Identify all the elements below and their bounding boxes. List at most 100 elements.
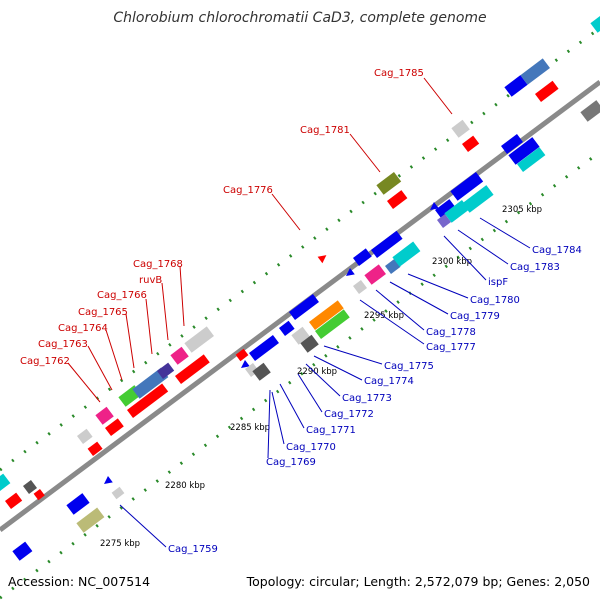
upper-gene-labels: Cag_1762 Cag_1763 Cag_1764 Cag_1765 Cag_… bbox=[20, 68, 424, 367]
leader-line bbox=[323, 345, 383, 365]
upper-gene-block bbox=[104, 418, 124, 436]
upper-gene-block bbox=[461, 135, 480, 152]
gene-label[interactable]: Cag_1768 bbox=[133, 259, 183, 270]
kbp-label: 2275 kbp bbox=[100, 539, 140, 549]
upper-gene-block bbox=[87, 441, 103, 456]
gene-label[interactable]: Cag_1776 bbox=[223, 185, 273, 196]
lower-gene-block bbox=[352, 279, 367, 294]
leader-line bbox=[479, 217, 531, 249]
lower-gene-block bbox=[462, 185, 494, 213]
leader-line bbox=[423, 77, 453, 115]
leader-line bbox=[145, 298, 153, 355]
gene-label[interactable]: Cag_1772 bbox=[324, 409, 374, 420]
gene-label[interactable]: Cag_1774 bbox=[364, 376, 414, 387]
leader-line bbox=[179, 265, 185, 327]
upper-gene-block bbox=[520, 58, 550, 85]
gene-label[interactable]: Cag_1759 bbox=[168, 544, 218, 555]
genome-info-text: Topology: circular; Length: 2,572,079 bp… bbox=[246, 574, 590, 589]
lower-gene-block bbox=[252, 362, 271, 381]
upper-gene-block bbox=[4, 492, 23, 509]
leader-line bbox=[271, 391, 285, 445]
leader-line bbox=[349, 133, 381, 173]
gene-label[interactable]: Cag_1771 bbox=[306, 425, 356, 436]
leader-line bbox=[279, 383, 305, 429]
gene-label[interactable]: ruvB bbox=[139, 275, 162, 286]
gene-label[interactable]: Cag_1778 bbox=[426, 327, 476, 338]
lower-leaders bbox=[119, 217, 531, 548]
map-title: Chlorobium chlorochromatii CaD3, complet… bbox=[113, 10, 486, 26]
upper-gene-block bbox=[76, 428, 93, 444]
gene-label[interactable]: Cag_1764 bbox=[58, 323, 108, 334]
gene-label[interactable]: Cag_1773 bbox=[342, 393, 392, 404]
upper-gene-block bbox=[126, 383, 169, 418]
lower-gene-block bbox=[444, 199, 470, 223]
lower-gene-block bbox=[76, 507, 105, 533]
leader-line bbox=[119, 504, 167, 548]
leader-line bbox=[389, 281, 449, 315]
gene-label[interactable]: ispF bbox=[488, 277, 508, 288]
leader-line bbox=[457, 229, 509, 265]
kbp-label: 2290 kbp bbox=[297, 367, 337, 377]
upper-gene-block bbox=[386, 190, 408, 209]
accession-text: Accession: NC_007514 bbox=[8, 574, 150, 589]
lower-gene-block bbox=[392, 241, 421, 267]
lower-gene-block bbox=[508, 137, 540, 165]
lower-gene-block bbox=[580, 100, 600, 122]
gene-label[interactable]: Cag_1770 bbox=[286, 442, 336, 453]
lower-gene-block bbox=[314, 309, 350, 339]
gene-label[interactable]: Cag_1762 bbox=[20, 356, 70, 367]
kbp-label: 2280 kbp bbox=[165, 481, 205, 491]
leader-line bbox=[313, 355, 363, 381]
lower-gene-block bbox=[436, 213, 451, 228]
leader-line bbox=[443, 235, 487, 281]
lower-gene-block bbox=[291, 326, 310, 345]
lower-gene-block bbox=[370, 230, 403, 258]
gene-label[interactable]: Cag_1784 bbox=[532, 245, 582, 256]
gene-label[interactable]: Cag_1783 bbox=[510, 262, 560, 273]
leader-line bbox=[125, 313, 135, 369]
leader-line bbox=[161, 282, 169, 341]
gene-label[interactable]: Cag_1766 bbox=[97, 290, 147, 301]
upper-gene-block bbox=[235, 348, 249, 362]
lower-gene-block bbox=[346, 267, 355, 276]
leader-line bbox=[305, 363, 341, 397]
upper-gene-block bbox=[170, 346, 189, 365]
leader-line bbox=[105, 329, 123, 381]
gene-label[interactable]: Cag_1769 bbox=[266, 457, 316, 468]
upper-gene-block bbox=[184, 326, 214, 353]
upper-gene-block bbox=[156, 362, 175, 379]
upper-gene-block bbox=[376, 171, 402, 195]
lower-strand-genes bbox=[12, 100, 600, 561]
lower-gene-block bbox=[278, 320, 295, 336]
leader-line bbox=[297, 373, 323, 413]
lower-gene-block bbox=[300, 334, 319, 353]
upper-gene-block bbox=[534, 80, 559, 102]
lower-gene-block bbox=[241, 359, 250, 368]
lower-gene-block bbox=[430, 201, 439, 210]
kbp-label: 2300 kbp bbox=[432, 257, 472, 267]
gene-label[interactable]: Cag_1763 bbox=[38, 339, 88, 350]
upper-gene-block bbox=[22, 479, 37, 494]
lower-gene-block bbox=[288, 293, 319, 320]
gene-label[interactable]: Cag_1785 bbox=[374, 68, 424, 79]
gene-label[interactable]: Cag_1781 bbox=[300, 125, 350, 136]
leader-line bbox=[87, 345, 113, 391]
leader-line bbox=[267, 389, 271, 459]
gene-label[interactable]: Cag_1779 bbox=[450, 311, 500, 322]
lower-gene-block bbox=[450, 171, 484, 201]
kbp-label: 2285 kbp bbox=[230, 423, 270, 433]
gene-label[interactable]: Cag_1777 bbox=[426, 342, 476, 353]
upper-gene-block bbox=[451, 119, 470, 138]
upper-gene-block bbox=[504, 75, 528, 97]
gene-label[interactable]: Cag_1780 bbox=[470, 295, 520, 306]
gene-label[interactable]: Cag_1765 bbox=[78, 307, 128, 318]
upper-gene-block bbox=[132, 367, 169, 399]
lower-gene-block bbox=[248, 334, 279, 361]
leader-line bbox=[271, 193, 301, 231]
gene-label[interactable]: Cag_1775 bbox=[384, 361, 434, 372]
leader-line bbox=[67, 362, 101, 403]
lower-gene-block bbox=[500, 133, 523, 154]
lower-gene-block bbox=[66, 493, 90, 515]
lower-gene-labels: Cag_1759 Cag_1769 Cag_1770 Cag_1771 Cag_… bbox=[168, 245, 582, 555]
